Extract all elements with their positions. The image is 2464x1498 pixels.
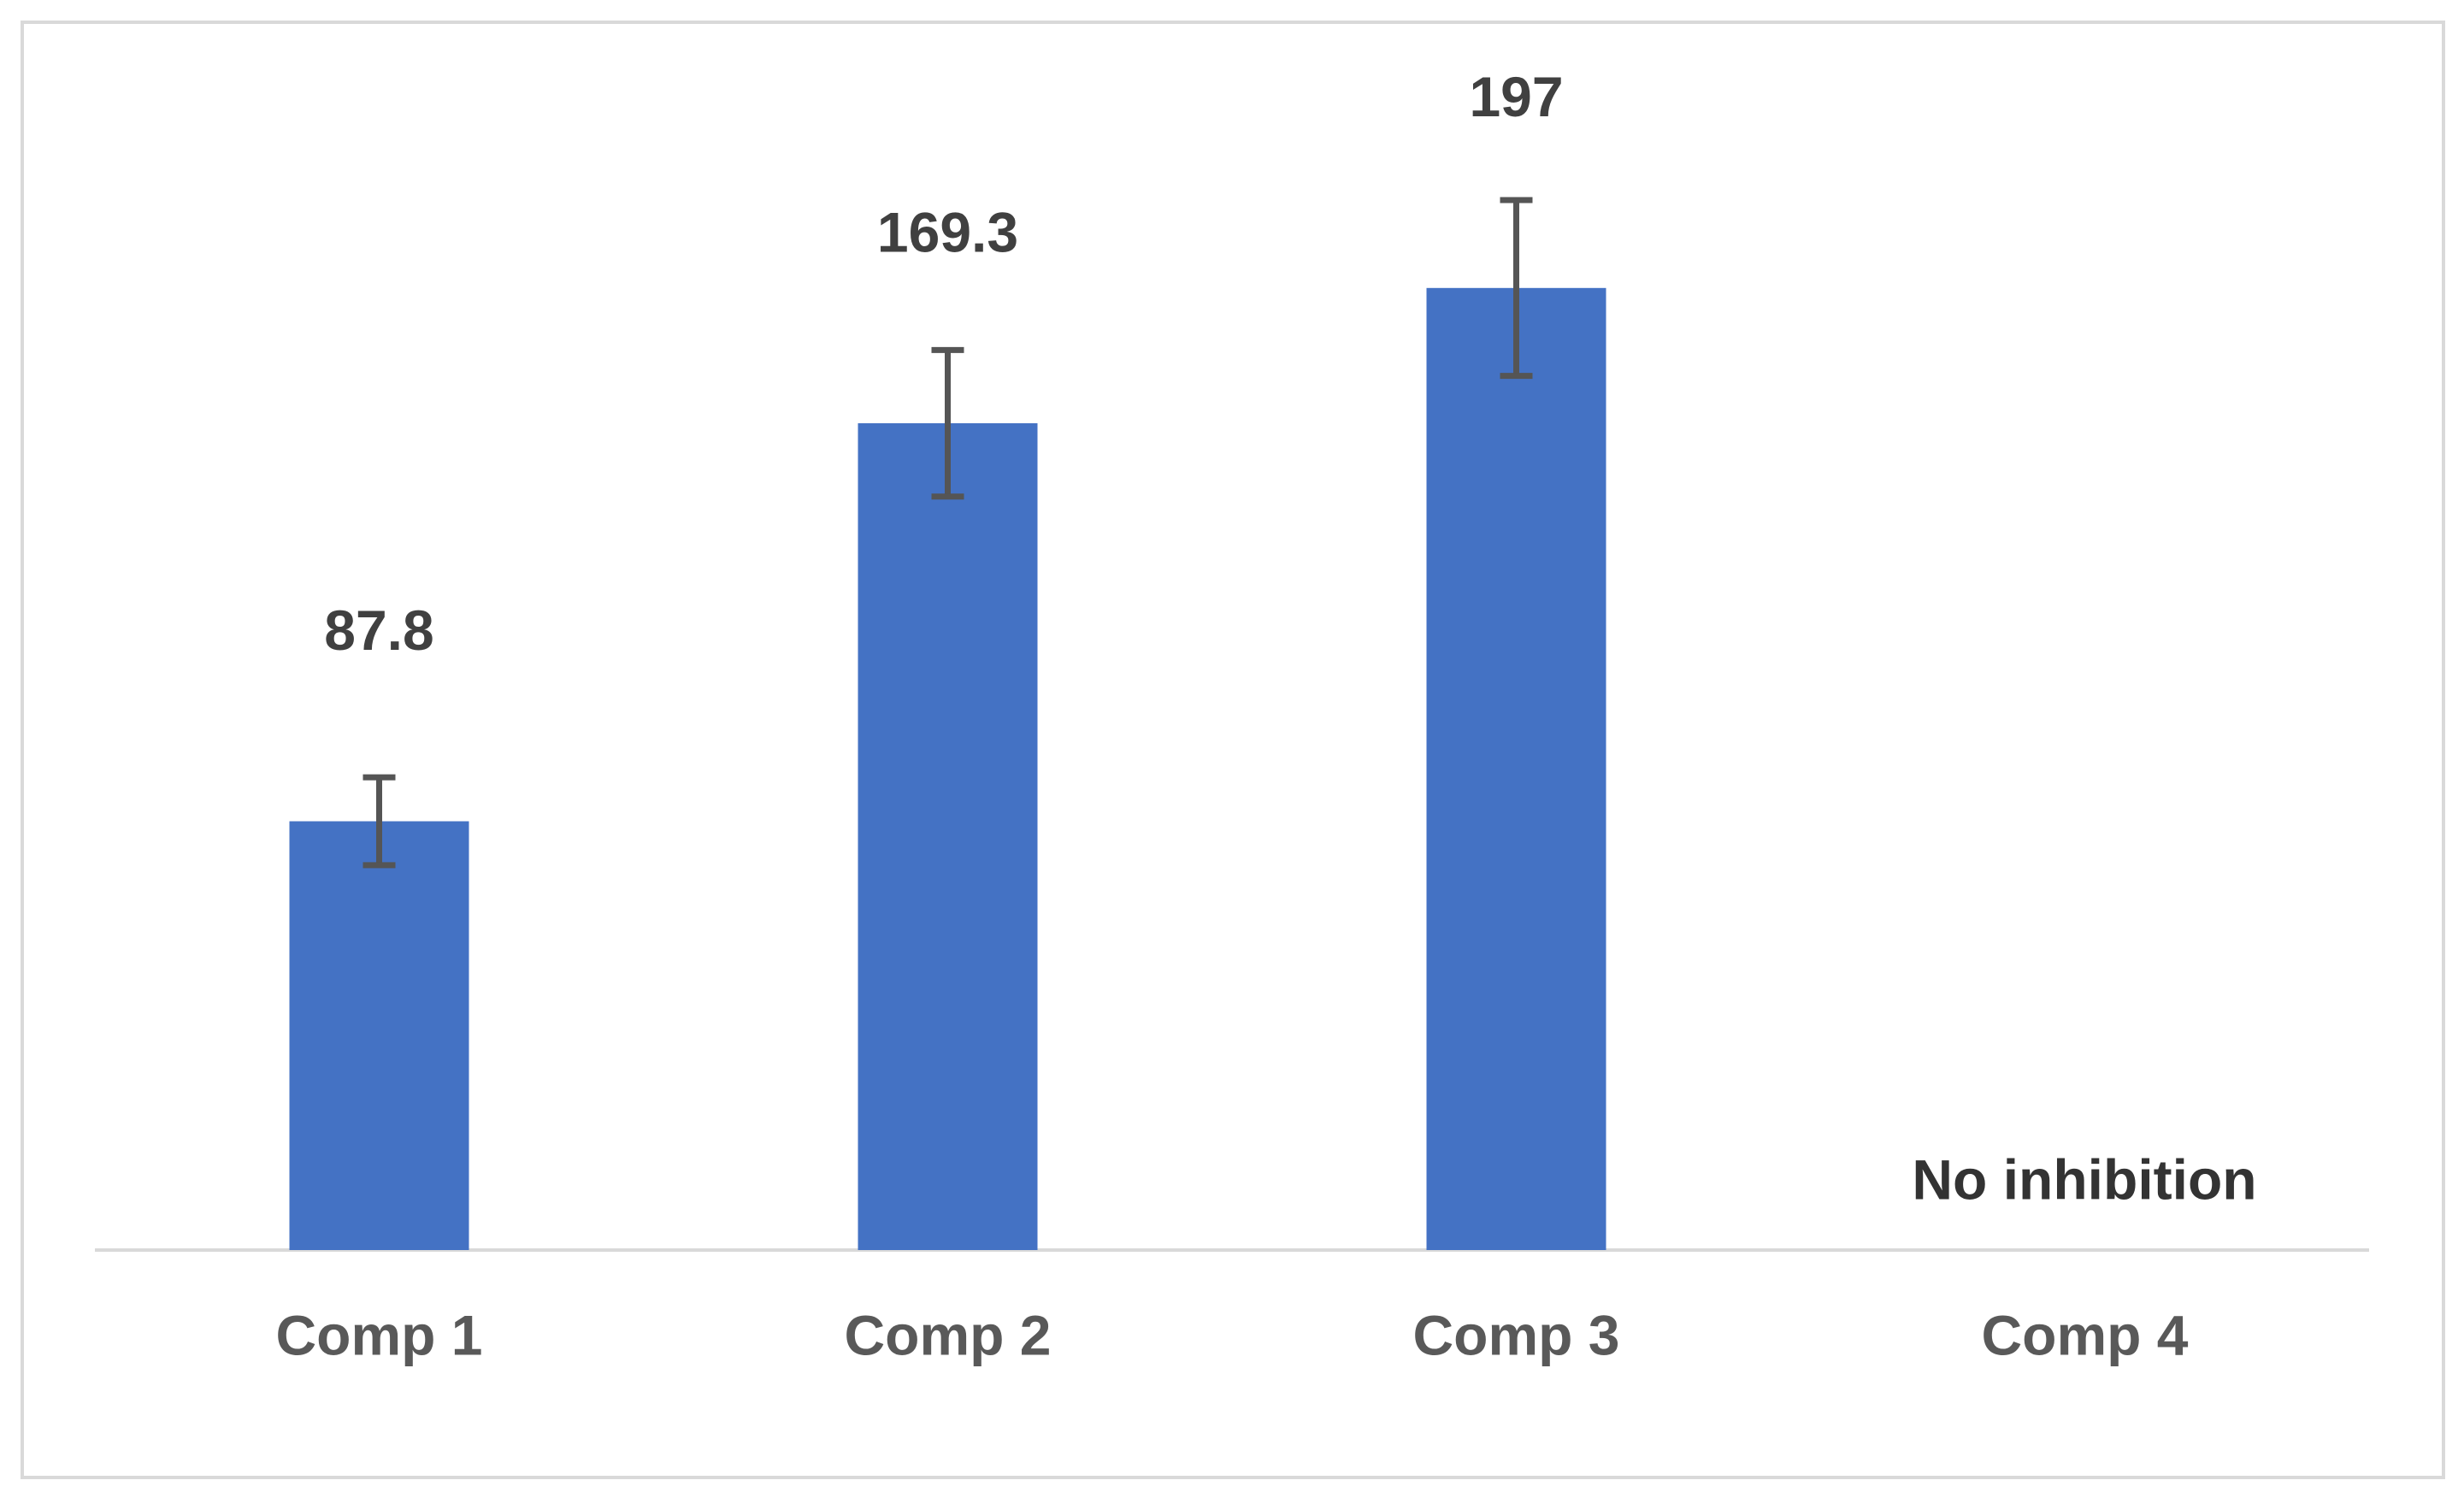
error-bar	[931, 346, 964, 500]
x-tick-label: Comp 2	[844, 1303, 1051, 1366]
x-tick-label: Comp 3	[1412, 1303, 1619, 1366]
x-tick-label: Comp 1	[275, 1303, 482, 1366]
error-bar	[363, 774, 396, 869]
bar	[289, 821, 469, 1250]
chart-border	[21, 21, 2445, 1479]
data-label: 169.3	[877, 200, 1018, 263]
bar	[858, 423, 1038, 1251]
data-label: 197	[1469, 65, 1563, 128]
annotation: No inhibition	[1912, 1147, 2256, 1211]
x-tick-label: Comp 4	[1981, 1303, 2188, 1366]
error-bar	[1500, 197, 1533, 380]
bar	[1426, 287, 1606, 1250]
data-label: 87.8	[324, 599, 433, 662]
